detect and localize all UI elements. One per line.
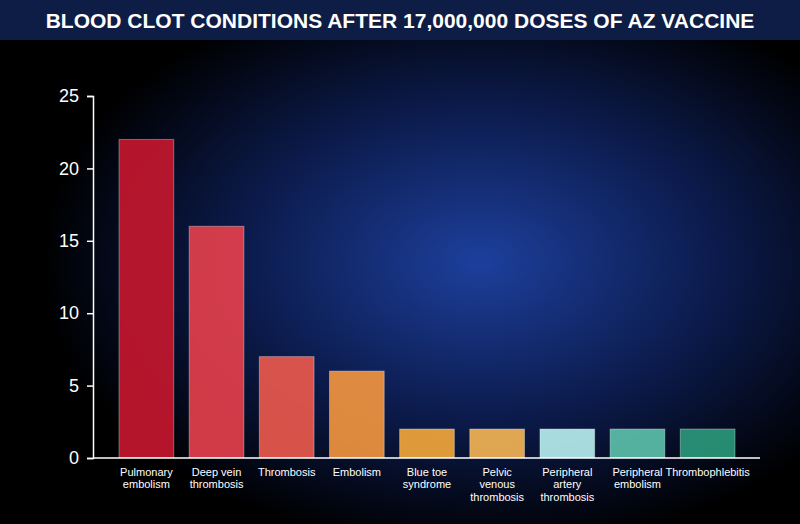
x-tick: Thrombosis <box>258 458 316 478</box>
bar <box>400 429 455 458</box>
x-tick-label-line: embolism <box>123 478 170 490</box>
y-tick-label: 25 <box>59 86 79 106</box>
x-tick-label: Pelvicvenousthrombosis <box>470 466 524 503</box>
y-tick-label: 15 <box>59 231 79 251</box>
y-tick: 0 <box>69 448 93 468</box>
x-tick-label: Deep veinthrombosis <box>190 466 244 491</box>
x-tick-label: Peripheralembolism <box>612 466 662 491</box>
x-tick-label-line: Thrombosis <box>258 466 316 478</box>
chart: BLOOD CLOT CONDITIONS AFTER 17,000,000 D… <box>0 0 800 524</box>
y-tick-mark <box>87 313 93 315</box>
y-tick: 25 <box>59 86 93 106</box>
y-tick-label: 5 <box>69 376 79 396</box>
x-tick-label-line: Peripheral <box>542 466 592 478</box>
y-tick: 15 <box>59 231 93 251</box>
y-tick-mark <box>87 241 93 243</box>
x-tick: Deep veinthrombosis <box>190 458 244 490</box>
x-tick: Thrombophlebitis <box>665 458 750 478</box>
x-tick-label: Thrombophlebitis <box>665 466 750 478</box>
x-tick-label-line: venous <box>479 478 515 490</box>
x-tick: Peripheralarterythrombosis <box>540 458 594 503</box>
x-tick-label-line: Pulmonary <box>120 466 173 478</box>
y-axis-line <box>87 97 94 459</box>
title: BLOOD CLOT CONDITIONS AFTER 17,000,000 D… <box>46 9 755 32</box>
y-tick-mark <box>87 458 93 460</box>
x-axis-line <box>93 457 760 459</box>
bar <box>329 371 384 458</box>
y-tick-mark <box>87 168 93 170</box>
bar <box>259 357 314 458</box>
x-tick-label-line: thrombosis <box>190 478 244 490</box>
x-tick: Blue toesyndrome <box>403 458 451 490</box>
x-tick-label-line: Pelvic <box>482 466 512 478</box>
x-tick-label-line: thrombosis <box>540 491 594 503</box>
background <box>0 0 800 524</box>
y-tick-label: 20 <box>59 159 79 179</box>
x-tick-label-line: Blue toe <box>407 466 447 478</box>
x-tick: Embolism <box>333 458 381 478</box>
x-tick-label-line: Embolism <box>333 466 381 478</box>
x-tick: Peripheralembolism <box>612 458 662 490</box>
x-tick: Pulmonaryembolism <box>120 458 173 490</box>
header-band <box>0 0 800 40</box>
x-tick: Pelvicvenousthrombosis <box>470 458 524 503</box>
y-tick-label: 0 <box>69 448 79 468</box>
x-tick-label-line: embolism <box>614 478 661 490</box>
x-tick-label: Blue toesyndrome <box>403 466 451 491</box>
x-tick-label-line: artery <box>553 478 582 490</box>
x-tick-label: Thrombosis <box>258 466 316 478</box>
y-tick-mark <box>87 385 93 387</box>
y-tick-label: 10 <box>59 303 79 323</box>
x-tick-label-line: syndrome <box>403 478 451 490</box>
bar <box>680 429 735 458</box>
x-tick-label: Embolism <box>333 466 381 478</box>
x-tick-label: Pulmonaryembolism <box>120 466 173 491</box>
y-tick-mark <box>87 96 93 98</box>
bar <box>119 139 174 458</box>
y-tick: 10 <box>59 303 93 323</box>
y-tick: 5 <box>69 376 93 396</box>
x-axis: PulmonaryembolismDeep veinthrombosisThro… <box>93 458 760 503</box>
y-tick: 20 <box>59 159 93 179</box>
bar <box>189 226 244 458</box>
bar <box>610 429 665 458</box>
x-tick-label-line: Deep vein <box>192 466 242 478</box>
bar <box>470 429 525 458</box>
y-axis: 0 5 10 15 20 25 <box>59 86 94 468</box>
bars <box>119 139 735 458</box>
x-tick-label-line: Thrombophlebitis <box>665 466 750 478</box>
x-tick-label: Peripheralarterythrombosis <box>540 466 594 503</box>
x-tick-label-line: thrombosis <box>470 491 524 503</box>
bar <box>540 429 595 458</box>
x-tick-label-line: Peripheral <box>612 466 662 478</box>
